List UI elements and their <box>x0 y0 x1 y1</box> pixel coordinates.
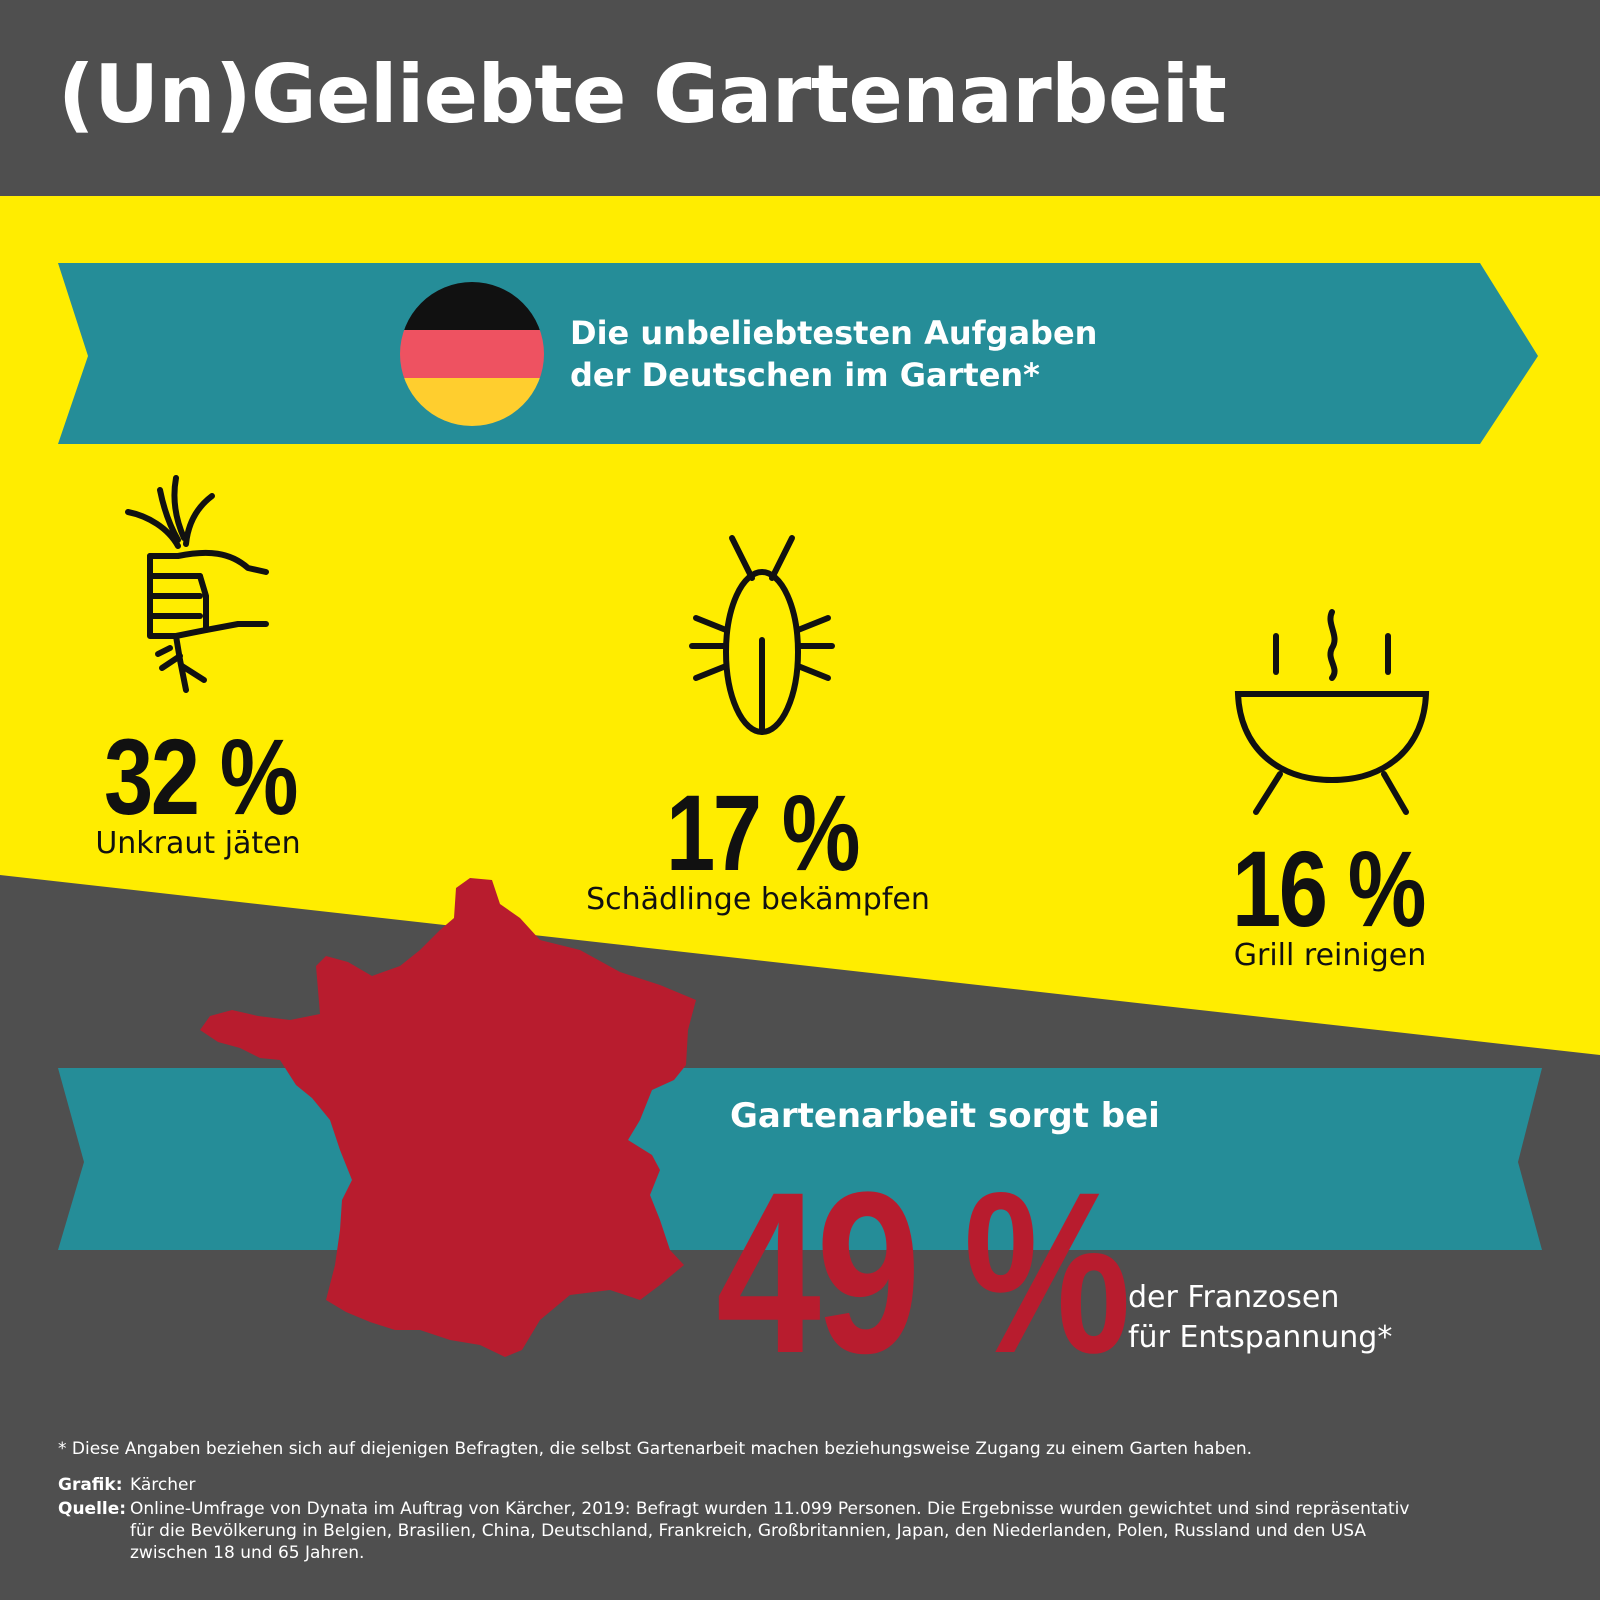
germany-heading: Die unbeliebtesten Aufgaben der Deutsche… <box>570 312 1097 396</box>
france-value: 49 % <box>716 1144 1131 1401</box>
grafik-label: Grafik: <box>58 1474 123 1496</box>
quelle-line2: für die Bevölkerung in Belgien, Brasilie… <box>130 1521 1366 1541</box>
france-heading: Gartenarbeit sorgt bei <box>730 1096 1160 1136</box>
stat-weeding-value: 32 % <box>103 716 298 837</box>
quelle-text: Online-Umfrage von Dynata im Auftrag von… <box>130 1498 1409 1564</box>
stat-grill-value: 16 % <box>1231 828 1426 949</box>
stat-pests-label: Schädlinge bekämpfen <box>586 882 930 917</box>
quelle-label: Quelle: <box>58 1498 126 1520</box>
germany-heading-line2: der Deutschen im Garten* <box>570 356 1040 394</box>
france-sub-line1: der Franzosen <box>1128 1280 1340 1315</box>
stat-grill-label: Grill reinigen <box>1233 938 1427 973</box>
quelle-line1: Online-Umfrage von Dynata im Auftrag von… <box>130 1499 1410 1519</box>
germany-flag-icon <box>400 282 544 426</box>
france-subtext: der Franzosen für Entspannung* <box>1128 1278 1392 1358</box>
quelle-line3: zwischen 18 und 65 Jahren. <box>130 1543 365 1563</box>
stat-pests-value: 17 % <box>665 772 860 893</box>
germany-heading-line1: Die unbeliebtesten Aufgaben <box>570 314 1098 352</box>
france-map-icon <box>200 878 696 1357</box>
quelle-label-text: Quelle: <box>58 1499 127 1519</box>
grill-icon <box>1234 609 1430 815</box>
weed-hand-icon <box>125 475 269 693</box>
page-title: (Un)Geliebte Gartenarbeit <box>58 48 1227 141</box>
footnote: * Diese Angaben beziehen sich auf diejen… <box>58 1439 1252 1459</box>
france-sub-line2: für Entspannung* <box>1128 1320 1393 1355</box>
bug-icon <box>689 535 835 735</box>
grafik-value: Kärcher <box>130 1475 196 1495</box>
grafik-label-text: Grafik: <box>58 1475 123 1495</box>
stat-weeding-label: Unkraut jäten <box>95 826 301 861</box>
